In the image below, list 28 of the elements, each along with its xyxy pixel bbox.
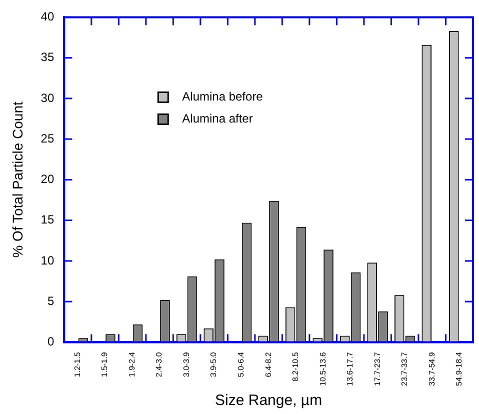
x-tick-label: 1.9-2.4 bbox=[127, 352, 136, 378]
x-tick-label: 17.7-23.7 bbox=[372, 352, 382, 386]
y-tick-label: 25 bbox=[40, 131, 54, 146]
x-tick-label: 10.5-13.6 bbox=[318, 352, 328, 386]
y-tick-label: 0 bbox=[47, 334, 54, 349]
y-tick-label: 35 bbox=[40, 50, 54, 64]
legend-label: Alumina before bbox=[182, 90, 264, 104]
x-tick-label: 1.2-1.5 bbox=[72, 352, 82, 378]
y-tick-label: 15 bbox=[40, 212, 54, 227]
x-tick-label: 13.6-17.7 bbox=[346, 352, 355, 386]
x-tick-label: 54.9-18.4 bbox=[454, 352, 464, 386]
x-tick-label: 3.9-5.0 bbox=[209, 352, 218, 378]
x-tick-label: 8.2-10.5 bbox=[291, 352, 300, 382]
x-tick-label: 1.5-1.9 bbox=[100, 352, 110, 378]
x-tick-label: 2.4-3.0 bbox=[154, 352, 164, 378]
y-tick-label: 30 bbox=[40, 90, 54, 105]
x-tick-label: 23.7-33.7 bbox=[400, 352, 410, 386]
y-tick-label: 5 bbox=[47, 294, 54, 308]
y-axis-title: % Of Total Particle Count bbox=[9, 102, 26, 258]
y-tick-label: 20 bbox=[40, 172, 54, 186]
x-axis-title: Size Range, µm bbox=[215, 392, 322, 410]
y-tick-label: 10 bbox=[40, 253, 54, 268]
x-tick-label: 33.7-54.9 bbox=[427, 352, 436, 386]
x-tick-label: 5.0-6.4 bbox=[236, 352, 246, 378]
x-tick-label: 6.4-8.2 bbox=[264, 352, 273, 378]
legend-label: Alumina after bbox=[182, 112, 253, 126]
x-tick-label: 3.0-3.9 bbox=[182, 352, 191, 378]
y-tick-label: 40 bbox=[40, 10, 54, 24]
